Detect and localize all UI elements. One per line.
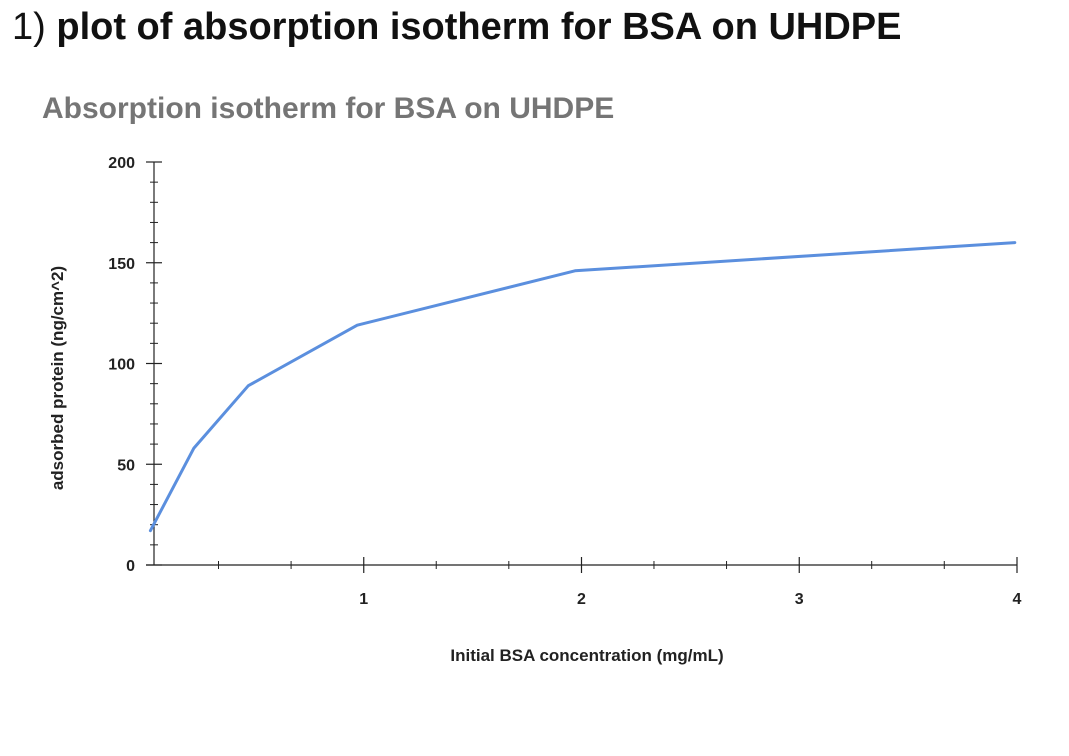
x-tick-label: 4	[1013, 591, 1022, 608]
y-tick-label: 200	[108, 155, 135, 172]
series-line	[148, 241, 1017, 533]
x-axis-title: Initial BSA concentration (mg/mL)	[450, 646, 723, 665]
y-tick-label: 50	[117, 457, 135, 474]
chart-axes: 0 50 100 150 200 1 2 3 4	[108, 155, 1021, 608]
series-layer	[148, 241, 1017, 533]
heading-number: 1)	[12, 6, 46, 48]
y-tick-label: 150	[108, 256, 135, 273]
heading-text: plot of absorption isotherm for BSA on U…	[56, 6, 902, 48]
y-axis-title: adsorbed protein (ng/cm^2)	[48, 266, 67, 490]
x-tick-label: 1	[359, 591, 368, 608]
y-tick-label: 0	[126, 558, 135, 575]
chart-title: Absorption isotherm for BSA on UHDPE	[42, 92, 614, 125]
y-tick-label: 100	[108, 357, 135, 374]
x-tick-label: 3	[795, 591, 804, 608]
page-heading: 1) plot of absorption isotherm for BSA o…	[12, 6, 902, 49]
x-tick-label: 2	[577, 591, 586, 608]
